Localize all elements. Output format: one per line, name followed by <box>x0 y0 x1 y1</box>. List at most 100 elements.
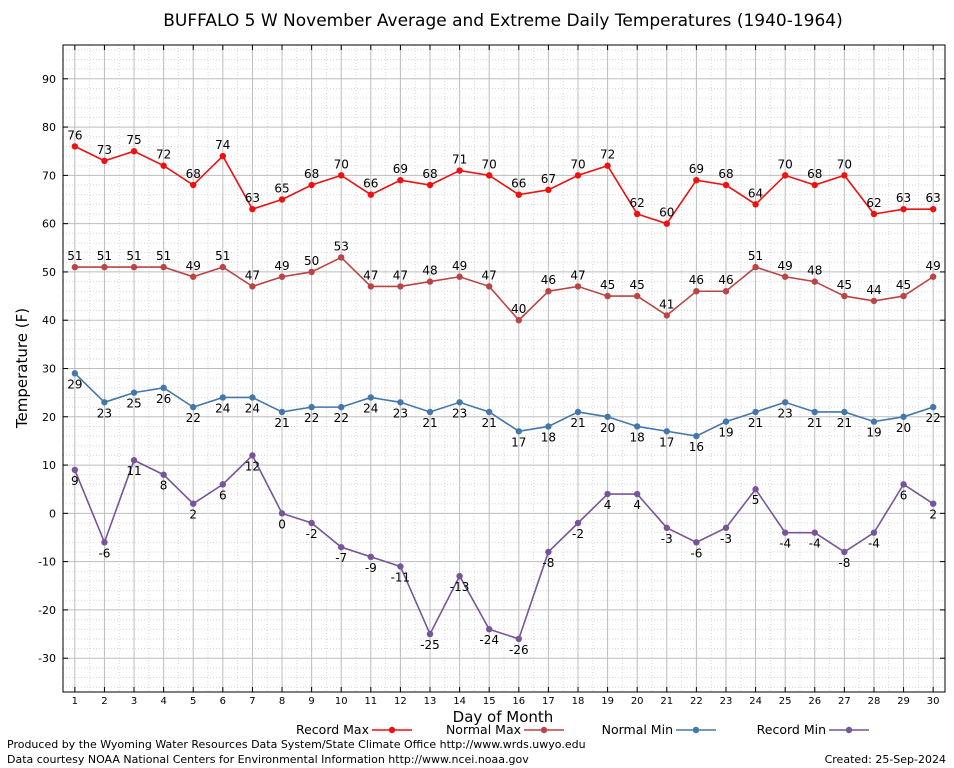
data-label: 70 <box>482 157 497 171</box>
data-point <box>190 181 197 189</box>
data-label: 70 <box>334 157 349 171</box>
data-label: 21 <box>570 416 585 430</box>
x-tick-label: 3 <box>131 696 137 707</box>
data-label: 18 <box>630 430 645 444</box>
data-label: 21 <box>748 416 763 430</box>
data-point <box>811 278 818 285</box>
data-point <box>130 148 138 155</box>
series-line <box>74 256 934 322</box>
x-tick-label: 16 <box>512 696 525 707</box>
data-label: 25 <box>126 397 141 411</box>
data-point <box>693 539 700 546</box>
data-label: 6 <box>219 488 227 502</box>
data-point <box>781 529 789 536</box>
data-point <box>811 529 818 536</box>
data-point <box>71 143 79 150</box>
data-label: 70 <box>778 157 793 171</box>
data-point <box>219 481 227 488</box>
data-label: 60 <box>659 206 674 220</box>
legend: Record Max Normal Max Normal Min Record Min <box>296 722 869 737</box>
data-point <box>604 490 611 498</box>
data-point <box>752 263 759 271</box>
data-point <box>929 273 937 280</box>
data-point <box>486 172 493 179</box>
data-label: 24 <box>215 401 230 415</box>
data-label: 0 <box>278 517 286 531</box>
x-axis-ticks: 1 2 3 4 5 6 7 8 9 10 11 12 13 14 15 16 17 18 19 20 21 22 23 24 2… <box>72 45 940 707</box>
data-label: 63 <box>896 191 911 205</box>
data-point <box>900 205 907 213</box>
legend-label: Normal Max <box>446 722 521 737</box>
chart-title: BUFFALO 5 W November Average and Extreme… <box>163 11 843 31</box>
data-point <box>367 553 375 561</box>
data-point <box>663 428 670 435</box>
data-point <box>722 181 730 189</box>
data-label: 45 <box>600 278 615 292</box>
data-point <box>308 519 315 527</box>
legend-item: Record Max <box>296 722 412 737</box>
data-label: 29 <box>67 377 82 391</box>
data-point <box>900 413 907 420</box>
data-point <box>278 273 286 280</box>
data-label: -8 <box>838 556 850 570</box>
data-point <box>308 403 315 411</box>
data-point <box>633 210 641 218</box>
data-point <box>841 548 848 556</box>
data-point <box>338 403 345 411</box>
legend-swatch-marker <box>388 726 396 734</box>
data-label: 68 <box>718 167 733 181</box>
data-label: 22 <box>304 411 319 425</box>
data-label: 45 <box>837 278 852 292</box>
data-point <box>693 432 700 440</box>
data-label: 72 <box>600 148 615 162</box>
data-label: -7 <box>335 551 347 565</box>
legend-swatch-marker <box>845 726 853 734</box>
data-point <box>841 292 848 300</box>
data-label: 47 <box>245 268 260 282</box>
series-normal-max: 51 51 51 51 49 51 47 49 50 53 47 47 48 49 47 40 46 47 45 45… <box>67 239 941 324</box>
data-label: -11 <box>391 570 411 584</box>
data-label: 68 <box>807 167 822 181</box>
major-grid <box>63 45 945 692</box>
data-label: -4 <box>868 537 880 551</box>
data-point <box>604 413 611 420</box>
data-point <box>633 490 641 498</box>
legend-swatch-marker <box>540 726 548 734</box>
data-point <box>160 471 167 478</box>
series-line <box>74 454 934 640</box>
footer-data-courtesy: Data courtesy NOAA National Centers for … <box>7 753 529 766</box>
data-label: 17 <box>511 435 526 449</box>
data-label: 74 <box>215 138 230 152</box>
data-label: 73 <box>97 143 112 157</box>
x-tick-label: 13 <box>424 696 437 707</box>
data-label: 53 <box>334 239 349 253</box>
data-point <box>190 500 197 507</box>
data-label: -13 <box>450 580 470 594</box>
data-label: -6 <box>98 546 110 560</box>
data-point <box>900 481 907 488</box>
data-label: 49 <box>274 259 289 273</box>
data-point <box>486 626 493 633</box>
data-point <box>841 172 848 179</box>
data-point <box>308 268 315 276</box>
data-point <box>811 408 818 416</box>
data-label: 63 <box>926 191 941 205</box>
series-record-max: 76 73 75 72 68 74 63 65 68 70 66 69 68 71 70 66 67 70 72 62… <box>67 128 941 227</box>
data-label: 23 <box>393 406 408 420</box>
data-point <box>870 297 878 305</box>
x-tick-label: 2 <box>101 696 107 707</box>
data-label: -2 <box>306 527 318 541</box>
data-label: 45 <box>630 278 645 292</box>
data-point <box>870 529 878 536</box>
data-point <box>426 181 434 189</box>
data-point <box>278 408 286 416</box>
data-label: 62 <box>866 196 881 210</box>
data-point <box>663 524 670 532</box>
footer-created: Created: 25-Sep-2024 <box>824 753 946 766</box>
data-point <box>219 263 227 271</box>
y-tick-label: 40 <box>42 314 56 327</box>
data-point <box>929 500 937 507</box>
data-point <box>426 278 434 285</box>
